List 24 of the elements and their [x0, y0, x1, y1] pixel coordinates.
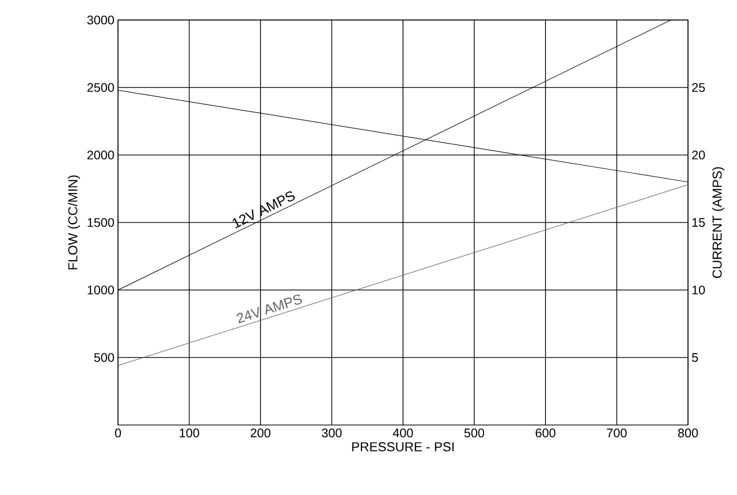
y-tick-label: 1500	[88, 218, 114, 227]
y2-axis-title: CURRENT (AMPS)	[712, 167, 724, 278]
x-tick-label: 200	[250, 428, 270, 438]
y2-tick-label: 25	[692, 83, 705, 92]
y-axis-title: FLOW (CC/MIN)	[68, 175, 80, 270]
x-tick-label: 0	[115, 428, 121, 438]
text: 24V AMPS	[236, 294, 302, 324]
y2-tick-label: 15	[692, 218, 705, 227]
y-tick-label: 1000	[88, 286, 114, 294]
y-tick-label: 2000	[87, 150, 114, 160]
x-tick-label: 400	[392, 428, 413, 438]
x-tick-label: 600	[536, 428, 556, 438]
x-axis-title: PRESSURE - PSI	[352, 442, 454, 452]
x-tick-label: 500	[464, 428, 484, 438]
y2-tick-label: 5	[692, 353, 698, 362]
x-tick-label: 300	[322, 428, 342, 438]
y2-tick-label: 20	[692, 150, 705, 160]
x-tick-label: 700	[607, 428, 627, 438]
y-tick-label: 3000	[87, 16, 114, 24]
y2-tick-label: 10	[692, 286, 705, 294]
x-tick-label: 800	[678, 428, 698, 438]
y-tick-label: 2500	[87, 83, 114, 92]
y-tick-label: 500	[94, 353, 114, 362]
x-tick-label: 100	[180, 428, 200, 438]
